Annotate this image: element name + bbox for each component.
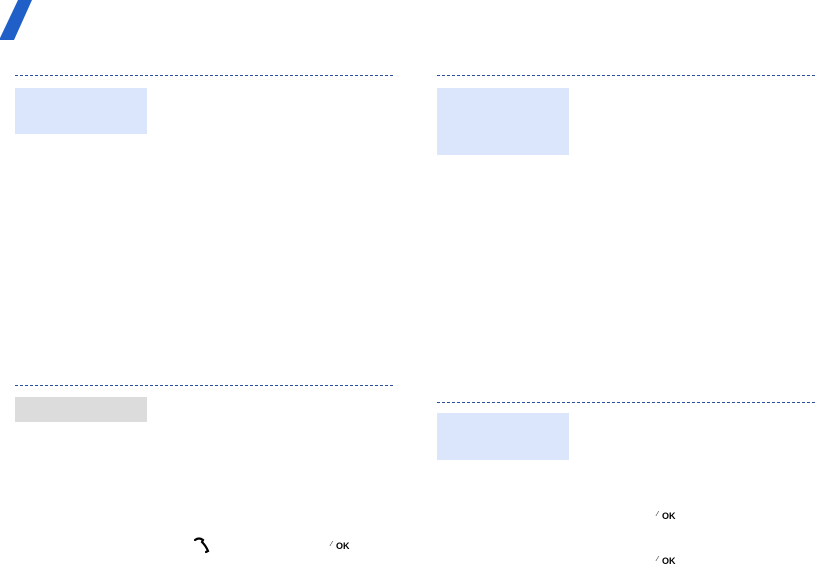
heading-box bbox=[15, 88, 147, 134]
heading-box bbox=[437, 88, 569, 155]
icon-glyph: ⁄ bbox=[655, 511, 660, 518]
ok-key-icon: ⁄ OK bbox=[655, 556, 676, 566]
ok-key-label: OK bbox=[662, 556, 676, 566]
ok-key-icon: ⁄ OK bbox=[655, 511, 676, 521]
corner-logo bbox=[0, 0, 32, 40]
icon-glyph: ⁄ bbox=[329, 541, 334, 548]
ok-key-label: OK bbox=[662, 511, 676, 521]
phone-key-icon bbox=[193, 537, 210, 554]
ok-key-icon: ⁄ OK bbox=[329, 541, 350, 551]
ok-key-label: OK bbox=[336, 541, 350, 551]
icon-glyph: ⁄ bbox=[655, 556, 660, 563]
heading-box bbox=[15, 397, 147, 422]
heading-box bbox=[437, 413, 569, 460]
